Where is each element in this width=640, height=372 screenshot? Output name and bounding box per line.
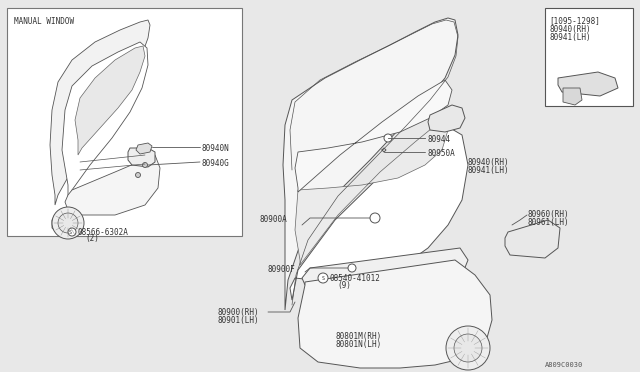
Text: 80941(LH): 80941(LH) [468,166,509,175]
Polygon shape [50,20,150,205]
Text: [1095-1298]: [1095-1298] [549,16,600,25]
Circle shape [136,173,141,177]
Text: 80940(RH): 80940(RH) [549,25,591,34]
Text: 80801M(RH): 80801M(RH) [335,332,381,341]
Polygon shape [298,260,492,368]
Text: S: S [321,276,324,280]
Polygon shape [558,72,618,96]
Polygon shape [302,248,468,285]
Text: A809C0030: A809C0030 [545,362,583,368]
Circle shape [370,213,380,223]
Text: 80940(RH): 80940(RH) [468,158,509,167]
Polygon shape [428,105,465,132]
Text: 80961(LH): 80961(LH) [528,218,570,227]
Text: 08540-41012: 08540-41012 [330,274,381,283]
Text: 80944: 80944 [428,135,451,144]
Circle shape [143,163,147,167]
Circle shape [318,273,328,283]
Polygon shape [136,143,152,154]
Polygon shape [295,80,452,192]
Text: 80940G: 80940G [202,159,230,168]
Polygon shape [563,88,582,105]
Circle shape [68,228,76,236]
Polygon shape [52,210,80,235]
Text: 80940N: 80940N [202,144,230,153]
Text: 80900F: 80900F [268,265,296,274]
Polygon shape [283,18,458,310]
Polygon shape [290,125,468,300]
Circle shape [58,213,78,233]
Text: 80941(LH): 80941(LH) [549,33,591,42]
Polygon shape [75,46,145,155]
Text: 80900A: 80900A [260,215,288,224]
Bar [545,8,633,106]
Text: S: S [68,230,72,234]
Text: 80801N(LH): 80801N(LH) [335,340,381,349]
Text: (9): (9) [337,281,351,290]
Circle shape [454,334,482,362]
Polygon shape [65,155,160,215]
Circle shape [446,326,490,370]
Circle shape [348,264,356,272]
Text: (2): (2) [85,234,99,243]
Circle shape [384,134,392,142]
Text: MANUAL WINDOW: MANUAL WINDOW [14,17,74,26]
Bar [7,8,242,236]
Text: 80900(RH): 80900(RH) [218,308,260,317]
Polygon shape [128,148,155,167]
Text: 80950A: 80950A [428,149,456,158]
Text: 80960(RH): 80960(RH) [528,210,570,219]
Polygon shape [295,120,448,265]
Text: 08566-6302A: 08566-6302A [78,228,129,237]
Polygon shape [62,42,148,200]
Circle shape [52,207,84,239]
Text: 80901(LH): 80901(LH) [218,316,260,325]
Polygon shape [505,220,560,258]
